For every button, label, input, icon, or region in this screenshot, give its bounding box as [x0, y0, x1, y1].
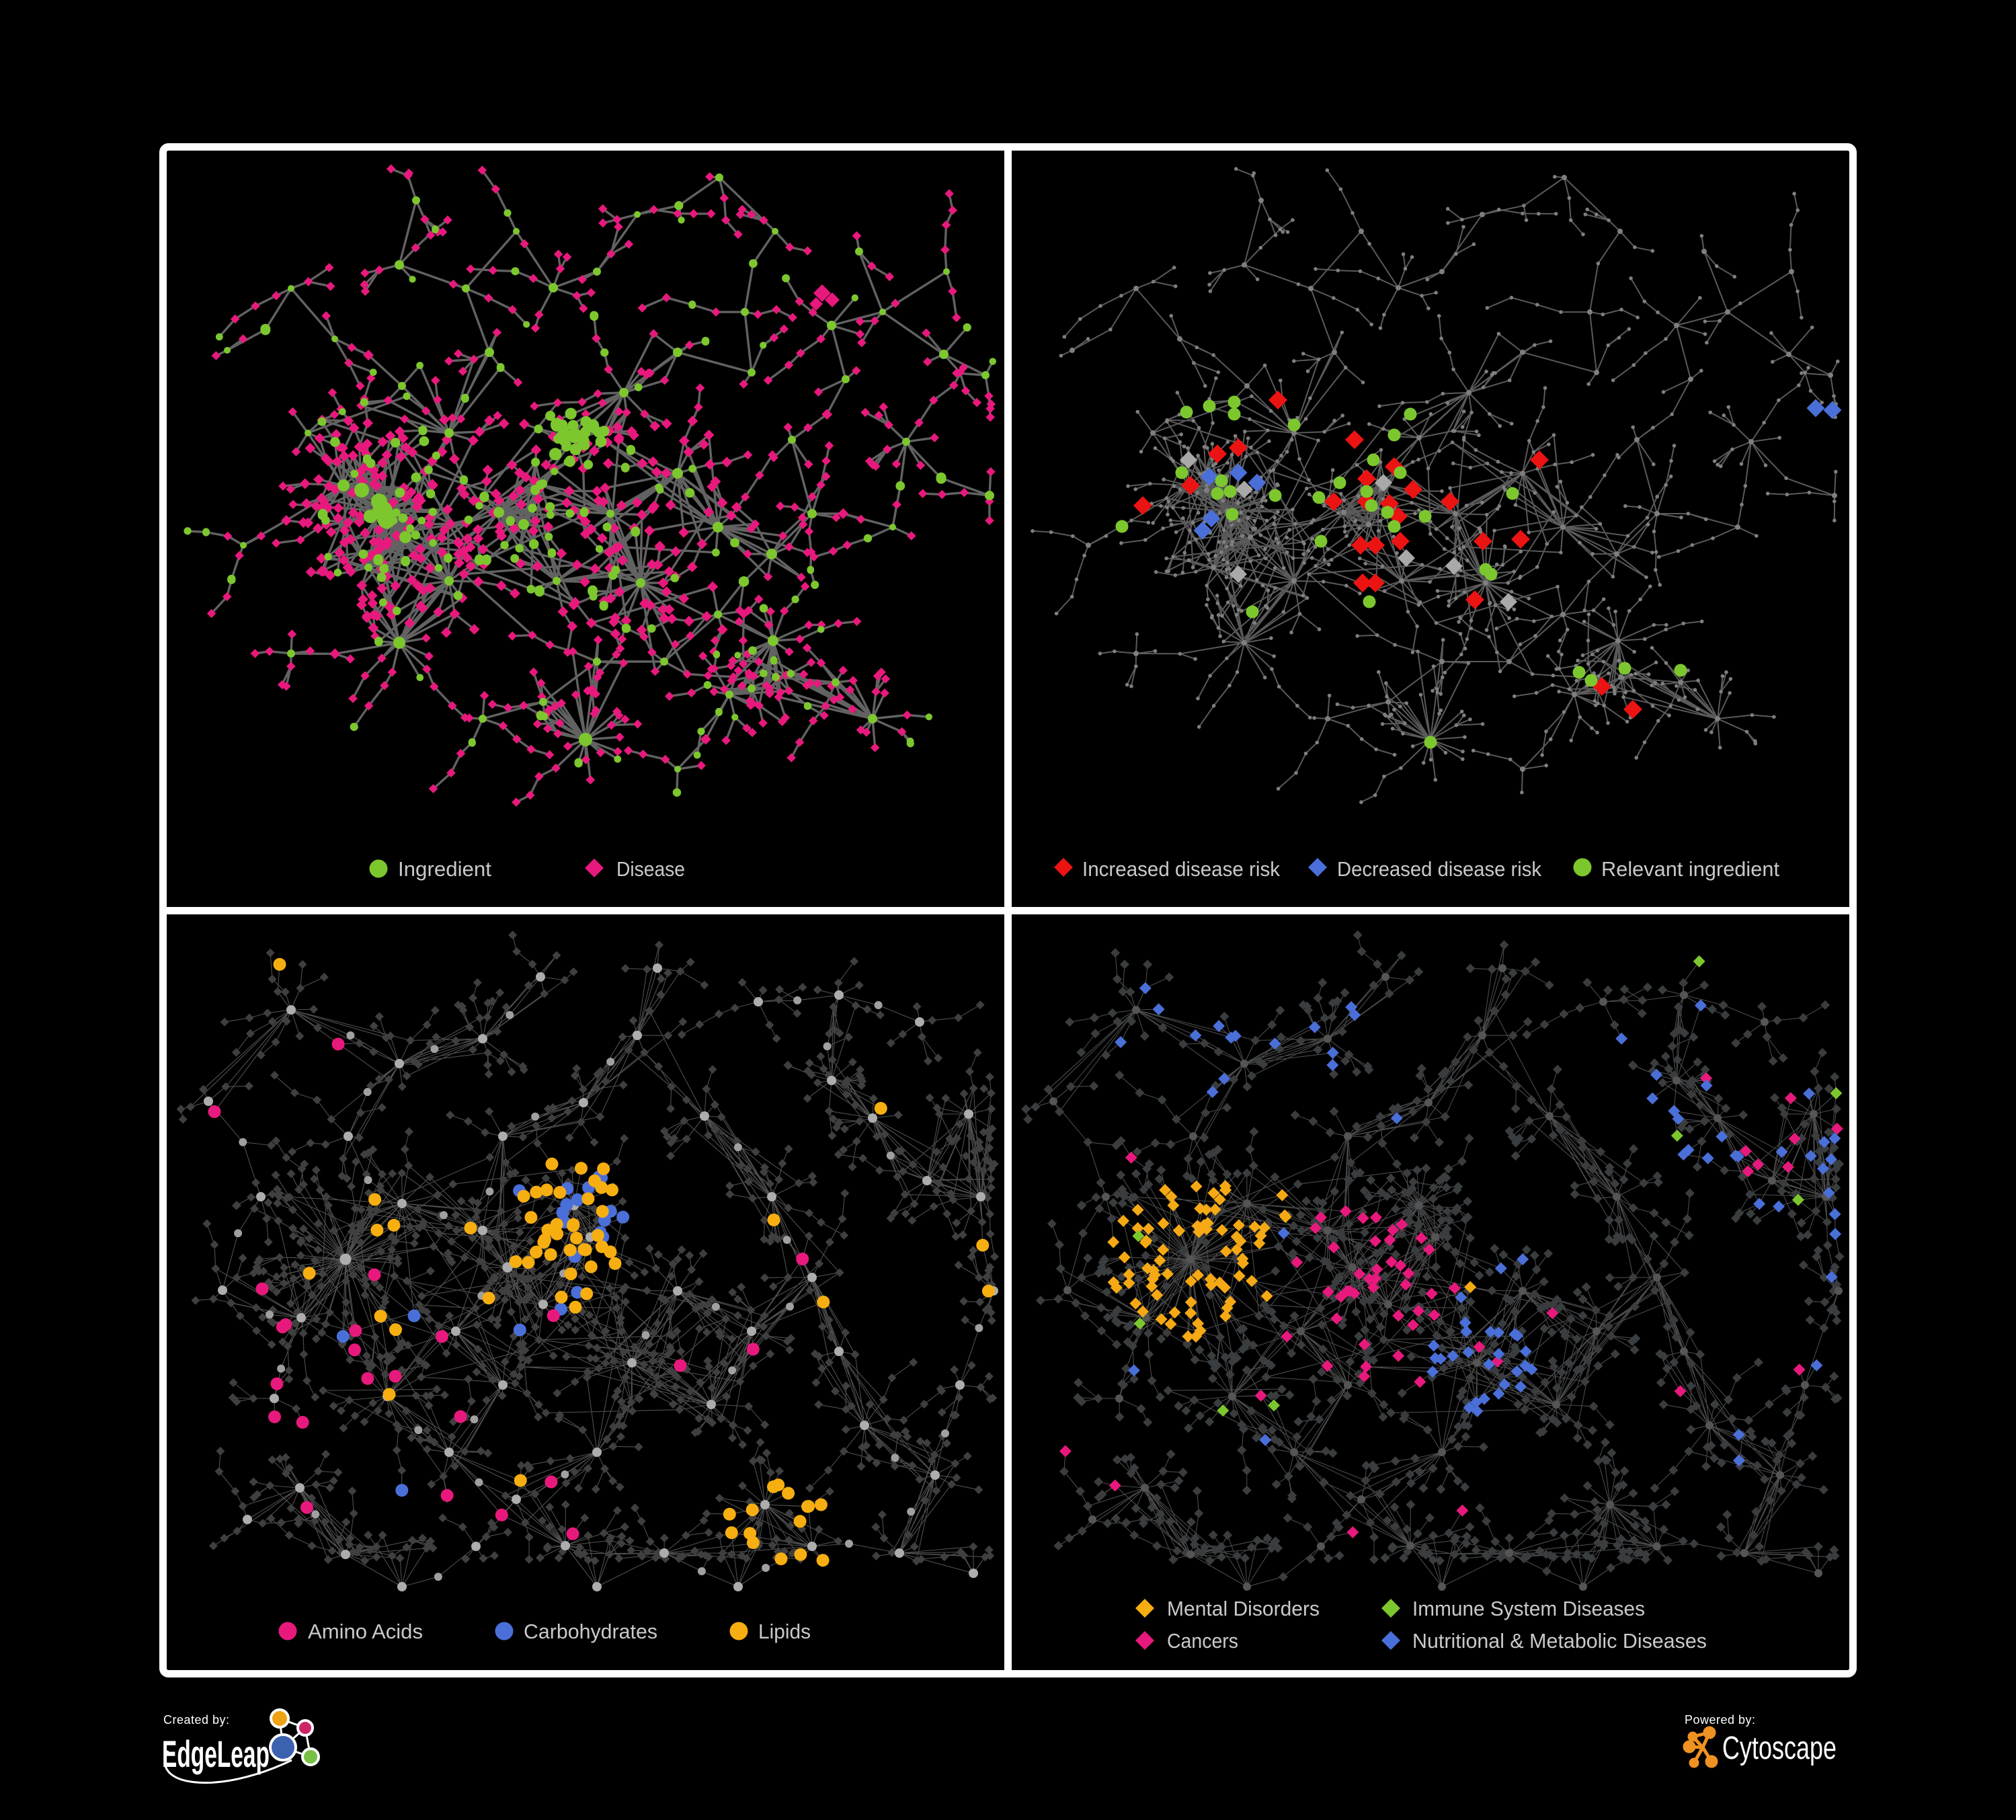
svg-text:Ingredient: Ingredient	[398, 857, 491, 881]
svg-text:Decreased disease risk: Decreased disease risk	[1337, 857, 1541, 881]
svg-text:Lipids: Lipids	[758, 1620, 811, 1643]
svg-text:Disease: Disease	[616, 857, 685, 881]
svg-text:Cancers: Cancers	[1167, 1629, 1238, 1653]
svg-text:Relevant ingredient: Relevant ingredient	[1601, 857, 1779, 881]
svg-text:Immune System Diseases: Immune System Diseases	[1412, 1597, 1645, 1620]
svg-text:Mental Disorders: Mental Disorders	[1167, 1597, 1320, 1620]
svg-text:Carbohydrates: Carbohydrates	[524, 1620, 657, 1643]
svg-text:Amino Acids: Amino Acids	[308, 1620, 423, 1643]
svg-text:Cytoscape: Cytoscape	[1722, 1731, 1837, 1766]
svg-text:Powered by:: Powered by:	[1685, 1713, 1756, 1727]
svg-text:Increased disease risk: Increased disease risk	[1082, 857, 1280, 881]
svg-text:Nutritional & Metabolic Diseas: Nutritional & Metabolic Diseases	[1412, 1629, 1707, 1653]
svg-text:Created by:: Created by:	[163, 1713, 230, 1727]
svg-text:EdgeLeap: EdgeLeap	[162, 1733, 270, 1775]
